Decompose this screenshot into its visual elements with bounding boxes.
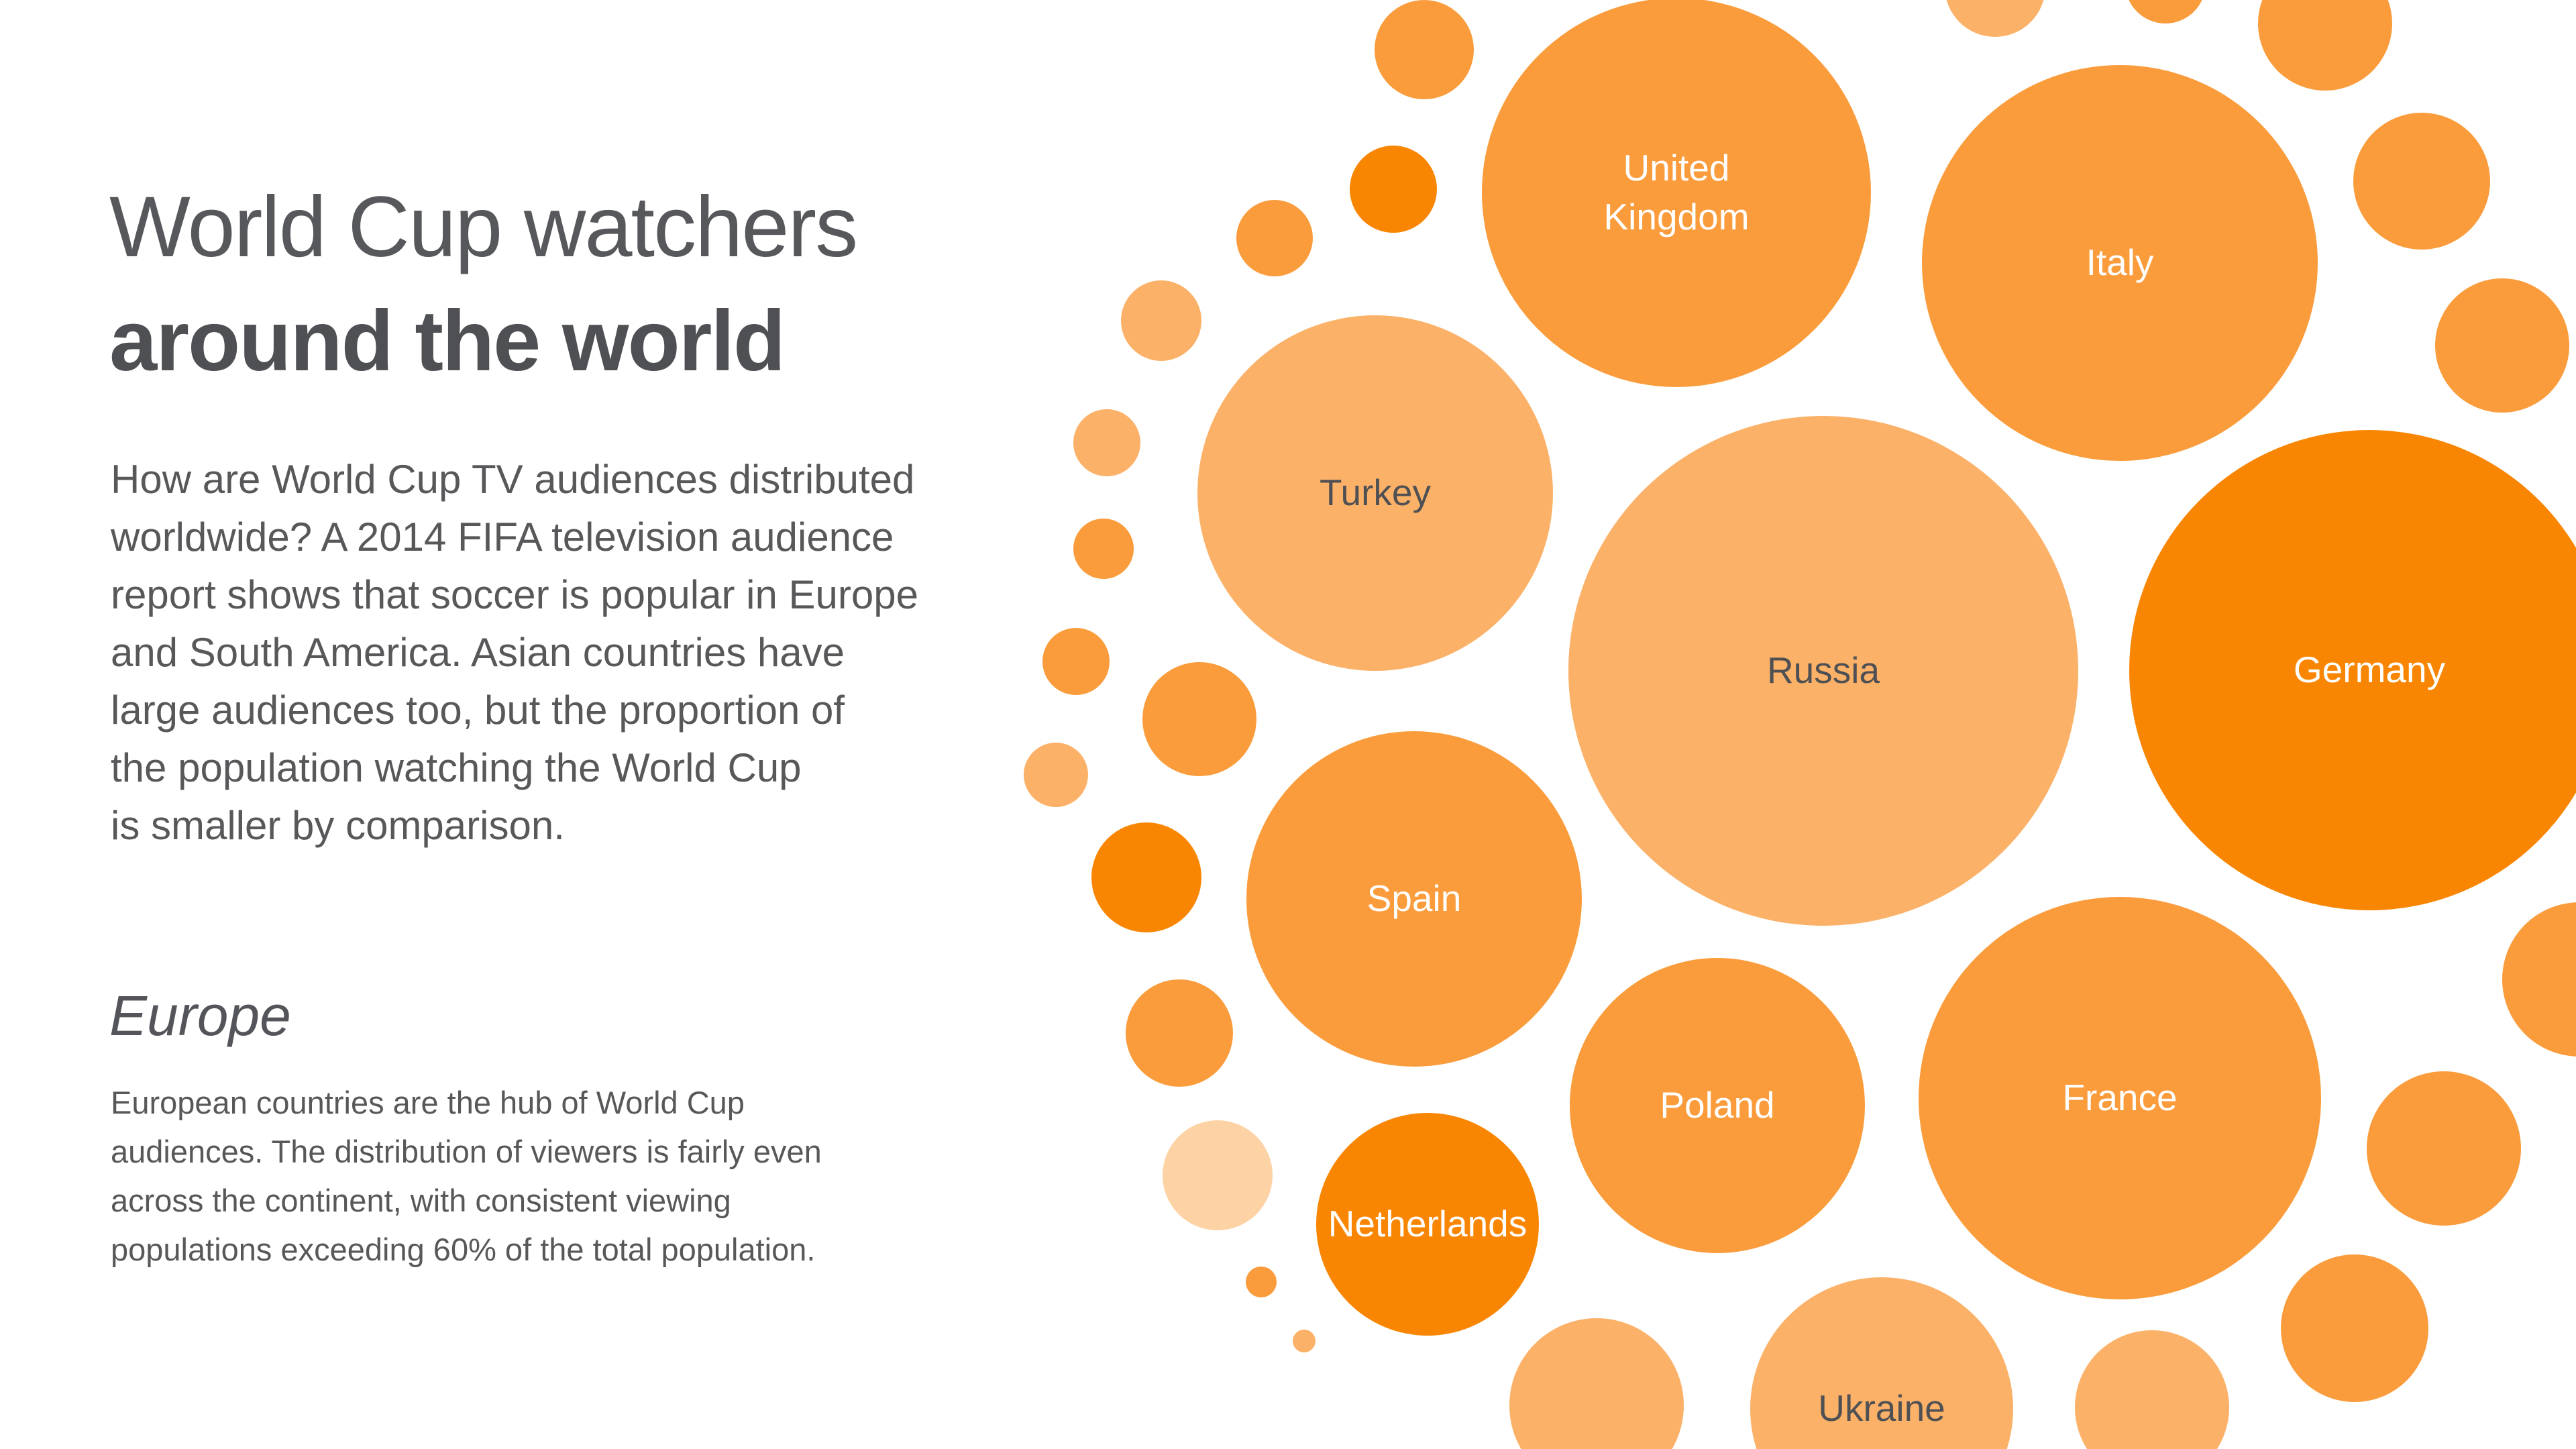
bubble-unlabeled bbox=[1073, 519, 1134, 579]
bubble-poland: Poland bbox=[1570, 958, 1865, 1253]
bubble-label: Spain bbox=[1366, 877, 1462, 920]
page-title: World Cup watchers around the world bbox=[109, 170, 858, 398]
bubble-label: Poland bbox=[1660, 1084, 1775, 1126]
bubble-label: Russia bbox=[1766, 649, 1880, 692]
bubble-germany: Germany bbox=[2129, 430, 2576, 910]
bubble-unlabeled bbox=[1509, 1318, 1684, 1449]
bubble-label: France bbox=[2062, 1077, 2178, 1119]
bubble-label: United Kingdom bbox=[1603, 146, 1750, 237]
page-title-line2: around the world bbox=[109, 292, 786, 389]
intro-paragraph: How are World Cup TV audiences distribut… bbox=[111, 457, 918, 848]
bubble-unlabeled bbox=[1142, 662, 1256, 776]
bubble-unlabeled bbox=[2125, 0, 2206, 23]
bubble-unlabeled bbox=[1945, 0, 2045, 37]
bubble-label: Turkey bbox=[1319, 472, 1432, 514]
bubble-unlabeled bbox=[1126, 979, 1233, 1087]
bubble-unlabeled bbox=[1163, 1120, 1273, 1230]
bubble-russia: Russia bbox=[1568, 416, 2078, 926]
bubble-unlabeled bbox=[2281, 1254, 2428, 1402]
bubble-unlabeled bbox=[2353, 113, 2490, 250]
bubble-unlabeled bbox=[2075, 1330, 2229, 1449]
bubble-unlabeled bbox=[2367, 1071, 2521, 1226]
europe-paragraph: European countries are the hub of World … bbox=[111, 1085, 822, 1267]
bubble-unlabeled bbox=[1375, 0, 1474, 99]
bubble-unlabeled bbox=[1293, 1330, 1316, 1352]
bubble-label: Ukraine bbox=[1818, 1387, 1945, 1430]
bubble-ukraine: Ukraine bbox=[1750, 1277, 2013, 1449]
section-heading-europe: Europe bbox=[109, 983, 291, 1047]
bubble-unlabeled bbox=[2502, 902, 2576, 1057]
bubble-unlabeled bbox=[1024, 743, 1088, 807]
page-title-line1: World Cup watchers bbox=[109, 178, 858, 275]
bubble-spain: Spain bbox=[1246, 731, 1582, 1067]
bubble-unlabeled bbox=[1350, 146, 1437, 233]
bubble-label: Netherlands bbox=[1328, 1203, 1527, 1245]
bubble-unlabeled bbox=[1042, 628, 1110, 695]
bubble-unlabeled bbox=[2435, 278, 2569, 413]
bubble-unlabeled bbox=[1246, 1267, 1277, 1297]
bubble-label: Italy bbox=[2086, 241, 2154, 284]
bubble-unlabeled bbox=[1073, 409, 1140, 476]
bubble-united-kingdom: United Kingdom bbox=[1482, 0, 1871, 387]
bubble-france: France bbox=[1919, 897, 2321, 1299]
bubble-italy: Italy bbox=[1922, 65, 2318, 461]
bubble-unlabeled bbox=[1091, 822, 1201, 932]
bubble-label: Germany bbox=[2293, 649, 2446, 691]
bubble-netherlands: Netherlands bbox=[1316, 1113, 1539, 1336]
bubble-unlabeled bbox=[1121, 280, 1201, 361]
bubble-turkey: Turkey bbox=[1197, 315, 1553, 671]
bubble-unlabeled bbox=[2258, 0, 2392, 91]
bubble-unlabeled bbox=[1236, 200, 1313, 276]
